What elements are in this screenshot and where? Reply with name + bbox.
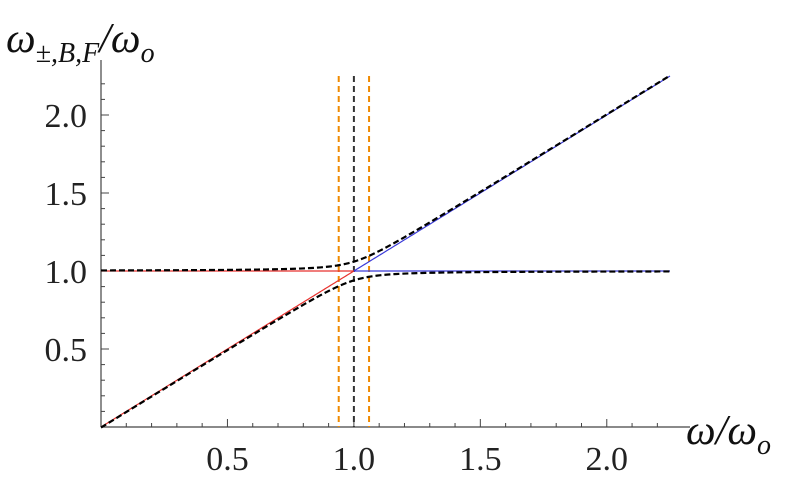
axes: [100, 60, 690, 428]
x-tick-label: 1.5: [459, 441, 502, 478]
x-tick-label: 2.0: [586, 441, 629, 478]
tick-labels: 0.5 1.0 1.5 2.0 0.5 1.0 1.5 2.0: [45, 98, 629, 478]
y-axis-title: ω±,B,F/ωo: [6, 16, 155, 69]
y-tick-label: 0.5: [45, 332, 88, 369]
series-lower-branch: [100, 270, 670, 429]
x-tick-label: 1.0: [333, 441, 376, 478]
x-axis-title: ω/ωo: [686, 408, 771, 461]
y-tick-label: 1.5: [45, 176, 88, 213]
x-tick-label: 0.5: [206, 441, 249, 478]
y-tick-label: 1.0: [45, 254, 88, 291]
y-tick-label: 2.0: [45, 98, 88, 135]
series-upper-branch: [100, 74, 671, 272]
vertical-lines: [337, 76, 371, 427]
series-lines: [100, 74, 671, 429]
